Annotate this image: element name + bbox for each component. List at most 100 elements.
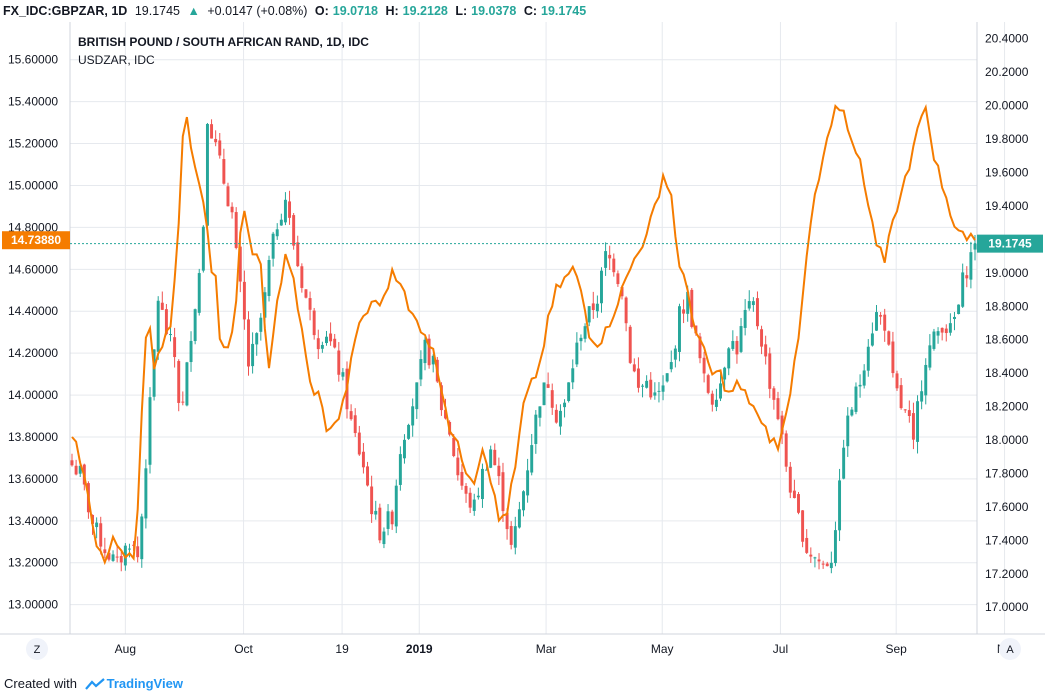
candle-body bbox=[784, 433, 788, 467]
candle-body bbox=[382, 531, 386, 545]
left-tick-label: 14.40000 bbox=[8, 304, 58, 318]
left-tick-label: 14.80000 bbox=[8, 220, 58, 234]
right-price-axis[interactable]: 20.4000 20.2000 20.0000 19.8000 19.6000 19.40… bbox=[985, 32, 1029, 615]
left-tick-label: 13.40000 bbox=[8, 514, 58, 528]
candle-body bbox=[698, 336, 702, 359]
candle-body bbox=[825, 563, 829, 567]
candle-body bbox=[858, 384, 862, 387]
candle-body bbox=[616, 273, 620, 285]
candle-body bbox=[731, 341, 735, 349]
left-tick-label: 15.60000 bbox=[8, 53, 58, 67]
candle-body bbox=[329, 333, 333, 342]
candle-body bbox=[809, 554, 813, 557]
candle-body bbox=[645, 380, 649, 388]
candle-body bbox=[903, 409, 907, 411]
candle-body bbox=[702, 357, 706, 374]
candle-body bbox=[353, 415, 357, 434]
right-tick-label: 18.8000 bbox=[985, 299, 1029, 313]
scale-mode-label: Z bbox=[34, 644, 41, 656]
right-tick-label: 18.6000 bbox=[985, 333, 1029, 347]
candle-body bbox=[624, 297, 628, 324]
candle-body bbox=[201, 226, 205, 271]
candle-body bbox=[111, 554, 115, 561]
symbol-label[interactable]: FX_IDC:GBPZAR, 1D bbox=[3, 4, 128, 18]
price-chart[interactable]: 15.60000 15.40000 15.20000 15.00000 14.80000… bbox=[0, 22, 1045, 670]
candle-body bbox=[743, 309, 747, 328]
auto-scale-button[interactable]: A bbox=[999, 638, 1021, 660]
candle-body bbox=[571, 368, 575, 383]
candle-body bbox=[296, 242, 300, 267]
candle-body bbox=[953, 316, 956, 320]
right-tick-label: 19.8000 bbox=[985, 132, 1029, 146]
candle-body bbox=[444, 409, 447, 419]
close-value: 19.1745 bbox=[541, 4, 587, 18]
candle-body bbox=[234, 212, 238, 248]
right-tick-label: 19.4000 bbox=[985, 199, 1029, 213]
candle-body bbox=[883, 314, 887, 331]
candle-body bbox=[255, 333, 259, 345]
right-tick-label: 17.0000 bbox=[985, 600, 1029, 614]
candle-body bbox=[431, 355, 435, 365]
candle-body bbox=[907, 410, 911, 417]
candle-body bbox=[739, 326, 743, 352]
candle-body bbox=[587, 306, 591, 323]
right-tick-label: 18.4000 bbox=[985, 366, 1029, 380]
left-price-axis[interactable]: 15.60000 15.40000 15.20000 15.00000 14.80000… bbox=[8, 53, 58, 612]
time-tick-label: Sep bbox=[886, 642, 908, 656]
candle-body bbox=[456, 457, 460, 476]
candle-body bbox=[554, 409, 558, 423]
candle-body bbox=[944, 328, 948, 334]
candle-body bbox=[423, 339, 427, 364]
candle-body bbox=[706, 375, 710, 393]
candle-body bbox=[78, 465, 82, 474]
tradingview-logo-icon bbox=[84, 677, 105, 690]
candle-body bbox=[899, 385, 903, 409]
candle-body bbox=[591, 303, 595, 310]
candle-body bbox=[916, 401, 920, 442]
tradingview-brand[interactable]: TradingView bbox=[106, 676, 183, 691]
auto-scale-label: A bbox=[1006, 644, 1014, 656]
candle-body bbox=[283, 199, 287, 223]
candle-body bbox=[107, 552, 111, 560]
candle-body bbox=[850, 409, 854, 416]
candle-body bbox=[669, 362, 673, 370]
candle-body bbox=[563, 402, 567, 408]
candle-body bbox=[177, 361, 181, 403]
candle-body bbox=[374, 510, 378, 515]
left-tick-label: 15.20000 bbox=[8, 137, 58, 151]
candle-body bbox=[838, 480, 842, 531]
open-value: 19.0718 bbox=[332, 4, 378, 18]
scale-mode-button[interactable]: Z bbox=[26, 638, 48, 660]
candle-body bbox=[973, 243, 977, 250]
candle-body bbox=[222, 159, 226, 184]
candle-body bbox=[189, 340, 193, 363]
time-tick-label: Jul bbox=[773, 642, 788, 656]
candle-body bbox=[325, 336, 328, 344]
candle-body bbox=[468, 492, 472, 508]
candle-body bbox=[891, 341, 895, 374]
right-price-badge: 19.1745 bbox=[977, 234, 1043, 253]
candle-body bbox=[875, 312, 878, 331]
candle-body bbox=[558, 410, 562, 427]
candle-body bbox=[251, 343, 255, 367]
candle-body bbox=[238, 246, 242, 282]
left-price-badge: 14.73880 bbox=[2, 231, 70, 250]
candle-body bbox=[152, 349, 156, 397]
candle-body bbox=[747, 301, 751, 309]
candle-body bbox=[948, 323, 952, 333]
right-tick-label: 19.6000 bbox=[985, 165, 1029, 179]
candle-body bbox=[661, 385, 665, 392]
candle-body bbox=[957, 304, 961, 315]
candle-body bbox=[312, 310, 316, 336]
right-tick-label: 17.2000 bbox=[985, 567, 1029, 581]
candle-body bbox=[936, 331, 940, 336]
candle-body bbox=[911, 413, 915, 440]
candle-body bbox=[485, 469, 489, 471]
right-tick-label: 19.0000 bbox=[985, 266, 1029, 280]
candle-body bbox=[181, 401, 185, 403]
time-tick-label: May bbox=[651, 642, 674, 656]
candle-body bbox=[895, 373, 899, 389]
candle-body bbox=[965, 275, 969, 279]
right-tick-label: 17.8000 bbox=[985, 466, 1029, 480]
candle-body bbox=[349, 411, 353, 420]
